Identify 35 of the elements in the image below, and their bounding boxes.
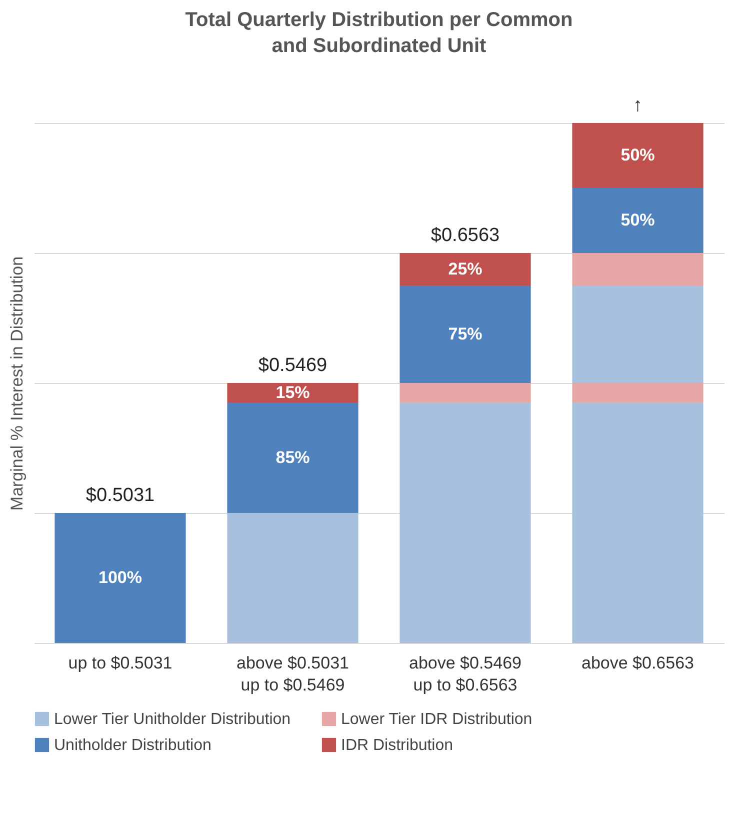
bar [400, 383, 531, 402]
y-axis-title: Marginal % Interest in Distribution [8, 256, 26, 511]
legend-label: Lower Tier Unitholder Distribution [54, 711, 291, 728]
x-tick-label: up to $0.5031 [68, 654, 172, 672]
legend-label: Lower Tier IDR Distribution [341, 711, 532, 728]
data-label: 85% [276, 448, 310, 467]
data-label: 25% [448, 259, 482, 278]
bar [54, 513, 186, 643]
bar [572, 123, 704, 188]
bar [227, 402, 358, 513]
bar [400, 402, 531, 643]
x-tick-label: above $0.5469 up to $0.6563 [409, 654, 522, 694]
bar [227, 513, 358, 643]
data-label: 75% [448, 324, 482, 344]
chart-title: Total Quarterly Distribution per Common and Subordinated Unit [185, 9, 573, 57]
data-label: 15% [276, 382, 310, 402]
data-label: 50% [620, 210, 655, 230]
x-tick-label: above $0.6563 [582, 654, 694, 672]
bar [572, 402, 704, 643]
bar [572, 286, 704, 383]
data-label: 50% [620, 146, 655, 164]
bar [400, 286, 531, 383]
annotation: ↑ [633, 95, 642, 116]
annotation: $0.6563 [430, 225, 500, 246]
bar [572, 383, 704, 402]
bar [400, 253, 531, 286]
bar [227, 383, 358, 402]
x-tick-label: above $0.5031 up to $0.5469 [236, 654, 349, 694]
bar [572, 253, 704, 286]
data-label: 100% [98, 568, 142, 587]
annotation: $0.5031 [86, 485, 155, 506]
bar [572, 188, 704, 253]
legend-label: IDR Distribution [341, 737, 454, 754]
annotation: $0.5469 [258, 355, 328, 376]
legend-label: Unitholder Distribution [54, 737, 212, 754]
